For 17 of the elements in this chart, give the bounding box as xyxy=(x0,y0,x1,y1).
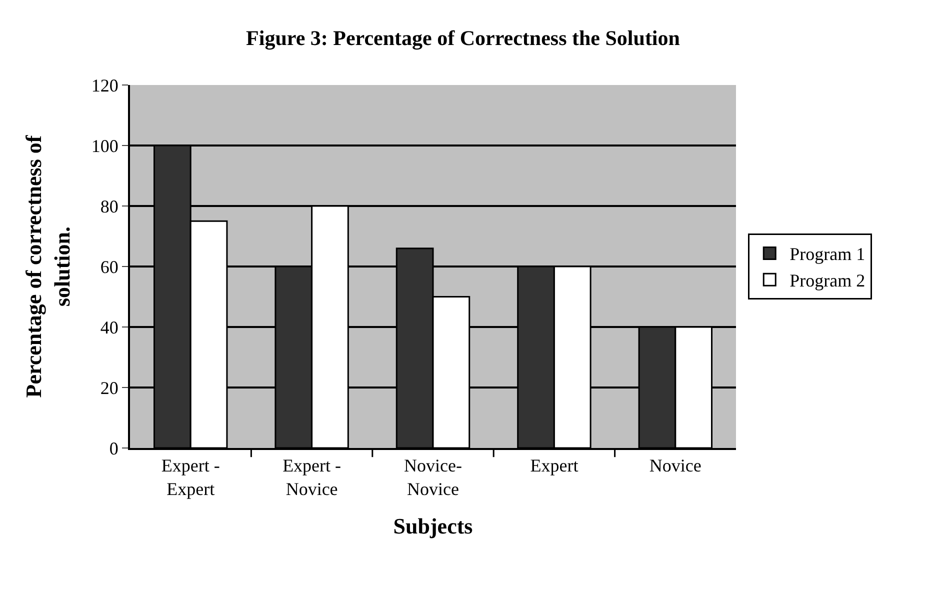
y-tick-label: 100 xyxy=(91,136,118,156)
x-tick-label: Expert xyxy=(530,456,578,476)
y-tick-label: 0 xyxy=(109,438,118,458)
y-axis-title: Percentage of correctness of solution. xyxy=(21,134,75,398)
chart-title: Figure 3: Percentage of Correctness the Solution xyxy=(246,26,680,50)
y-tick-label: 80 xyxy=(100,196,118,216)
x-axis-title: Subjects xyxy=(393,513,474,538)
x-tick-label: Novice xyxy=(649,456,702,476)
y-tick-label: 40 xyxy=(100,317,118,338)
y-tick-label: 20 xyxy=(100,378,118,398)
x-tick-label: Novice- Novice xyxy=(404,456,462,499)
y-tick-label: 60 xyxy=(100,256,118,277)
legend-label: Program 2 xyxy=(790,270,866,291)
legend-label: Program 1 xyxy=(790,244,866,264)
y-tick-label: 120 xyxy=(91,75,118,96)
x-tick-label: Expert - Expert xyxy=(161,456,220,499)
x-tick-label: Expert - Novice xyxy=(282,456,342,499)
